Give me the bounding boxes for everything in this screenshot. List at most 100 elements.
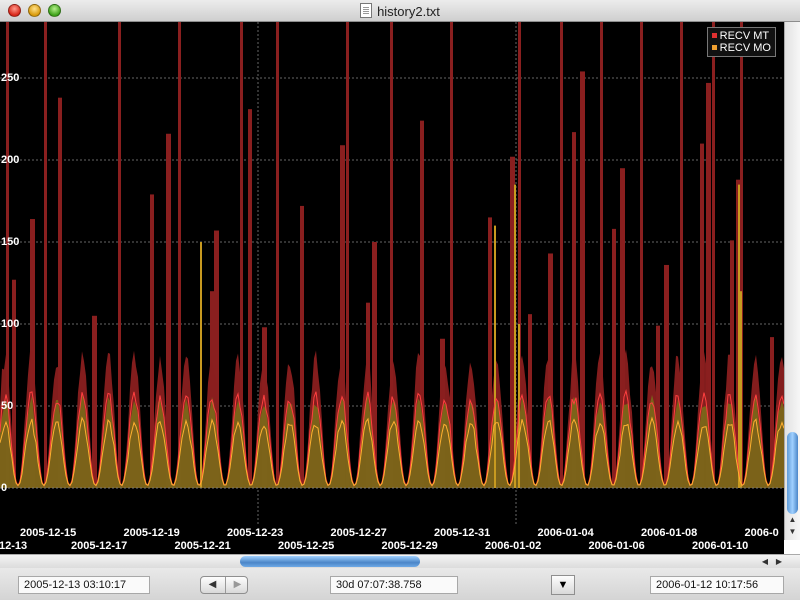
series-recv-mo-line (0, 416, 784, 487)
series-recv-mt-spikes (6, 22, 774, 489)
y-tick-label: 0 (1, 482, 8, 494)
x-tick-label: 2006-01-08 (641, 527, 698, 539)
recv-mt-spike (92, 315, 97, 488)
recv-mt-spike (640, 22, 643, 488)
scroll-up-arrow-icon[interactable]: ▲ (788, 515, 797, 524)
minimize-button[interactable] (28, 4, 41, 17)
dropdown-menu-button[interactable]: ▼ (551, 575, 575, 595)
recv-mt-spike (390, 22, 393, 488)
recv-mt-spike (706, 82, 711, 489)
vertical-scroll-thumb[interactable] (787, 432, 798, 514)
recv-mt-spike (372, 242, 377, 488)
recv-mo-spike (514, 184, 516, 488)
zoom-button[interactable] (48, 4, 61, 17)
y-tick-label: 50 (1, 400, 14, 412)
recv-mt-spike (488, 217, 492, 488)
series-recv-mo-spikes (200, 184, 742, 488)
recv-mt-spike (420, 120, 424, 488)
title-bar: history2.txt (0, 0, 800, 22)
recv-mt-spike (510, 156, 515, 488)
y-tick-label: 250 (1, 72, 20, 84)
x-tick-label: 2005-12-17 (71, 540, 128, 552)
x-tick-label: 2005-12-21 (174, 540, 231, 552)
recv-mt-spike (44, 22, 47, 488)
next-button[interactable]: ▶ (225, 577, 249, 593)
scroll-right-arrow-icon[interactable]: ▶ (775, 557, 783, 566)
x-tick-label: 2005-12-25 (278, 540, 335, 552)
recv-mt-spike (214, 230, 219, 488)
vertical-scrollbar[interactable]: ▲ ▼ (784, 22, 800, 540)
recv-mt-spike (150, 194, 154, 488)
legend: RECV MT RECV MO (706, 27, 776, 57)
x-axis: 2005-12-15 2005-12-19 2005-12-23 2005-12-27… (0, 526, 784, 554)
scroll-left-arrow-icon[interactable]: ◀ (761, 557, 769, 566)
navigation-buttons: ◀ ▶ (200, 576, 248, 594)
y-tick-label: 100 (1, 318, 20, 330)
x-tick-label: 2005-12-31 (434, 527, 491, 539)
recv-mt-spike (450, 22, 453, 488)
recv-mt-spike (12, 279, 16, 488)
end-time-field: 2006-01-12 10:17:56 (650, 576, 784, 594)
recv-mt-spike (572, 132, 576, 488)
recv-mt-spike (346, 22, 349, 488)
series-recv-mt-line (0, 388, 784, 487)
recv-mo-spike (740, 291, 742, 488)
recv-mo-spike (518, 324, 520, 488)
recv-mt-spike (248, 109, 252, 488)
y-tick-label: 150 (1, 236, 20, 248)
legend-swatch-recv-mo (711, 45, 717, 50)
recv-mt-spike (700, 143, 704, 488)
recv-mt-spike (612, 228, 616, 488)
recv-mt-spike (620, 168, 625, 488)
recv-mt-spike (656, 325, 660, 488)
legend-swatch-recv-mt (711, 33, 717, 38)
recv-mt-spike (680, 22, 683, 488)
x-tick-label: 2006-01-04 (537, 527, 594, 539)
y-tick-label: 200 (1, 154, 20, 166)
recv-mt-spike (30, 219, 35, 489)
chart-canvas (0, 22, 784, 526)
recv-mt-spike (730, 240, 734, 488)
start-time-field: 2005-12-13 03:10:17 (18, 576, 150, 594)
horizontal-scroll-thumb[interactable] (240, 556, 420, 567)
recv-mt-spike (600, 22, 603, 488)
recv-mt-spike (340, 145, 345, 488)
recv-mt-spike (240, 22, 243, 488)
x-tick-label: 12-13 (0, 540, 28, 552)
x-tick-label: 2005-12-19 (123, 527, 180, 539)
x-tick-label: 2006-01-06 (588, 540, 645, 552)
recv-mt-spike (528, 314, 532, 488)
legend-entry-recv-mt: RECV MT (711, 30, 771, 42)
x-tick-label: 2006-01-10 (692, 540, 749, 552)
duration-field: 30d 07:07:38.758 (330, 576, 458, 594)
recv-mt-spike (58, 97, 62, 489)
recv-mt-spike (6, 22, 9, 488)
recv-mt-spike (166, 133, 171, 488)
x-tick-label: 2005-12-27 (330, 527, 387, 539)
scroll-down-arrow-icon[interactable]: ▼ (788, 527, 797, 536)
x-tick-label: 2005-12-23 (227, 527, 284, 539)
recv-mt-spike (712, 22, 715, 488)
x-tick-label: 2006-01-02 (485, 540, 542, 552)
recv-mt-spike (580, 71, 585, 488)
status-bar: 2005-12-13 03:10:17 ◀ ▶ 30d 07:07:38.758… (0, 568, 800, 600)
x-tick-label: 2006-0 (744, 527, 779, 539)
x-tick-label: 2005-12-15 (20, 527, 77, 539)
close-button[interactable] (8, 4, 21, 17)
x-tick-label: 2005-12-29 (381, 540, 438, 552)
recv-mt-spike (770, 337, 774, 488)
recv-mt-spike (118, 22, 121, 488)
recv-mt-spike (518, 22, 521, 488)
recv-mt-spike (300, 205, 304, 489)
recv-mo-spike (200, 242, 202, 488)
series-recv-mo-area (0, 394, 784, 488)
chart-plot-area[interactable]: 0 50 100 150 200 250 RECV MT RECV MO (0, 22, 784, 526)
recv-mt-spike (178, 22, 181, 488)
horizontal-scrollbar[interactable]: ◀ ▶ (0, 554, 800, 568)
recv-mt-spike (664, 264, 669, 488)
recv-mo-spike (738, 184, 740, 488)
recv-mt-spike (740, 22, 743, 488)
recv-mt-spike (560, 22, 563, 488)
previous-button[interactable]: ◀ (208, 579, 217, 590)
window-title: history2.txt (0, 3, 800, 19)
